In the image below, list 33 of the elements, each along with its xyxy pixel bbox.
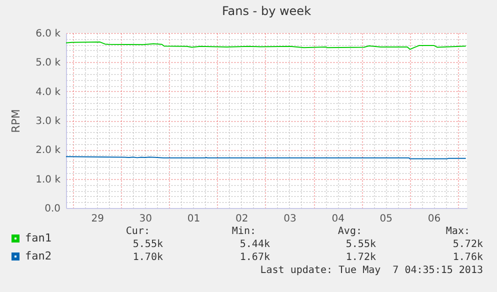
x-tick-label: 30: [139, 214, 152, 224]
text: Avg:: [338, 226, 362, 238]
text: Max:: [446, 226, 470, 238]
text: 5.55k: [132, 239, 163, 251]
line-series: [66, 42, 466, 50]
legend-label: fan1: [25, 232, 52, 244]
y-axis-title: RPM: [10, 109, 23, 133]
text: Last update: Tue May 7 04:35:15 2013: [260, 265, 483, 277]
y-tick-label: 4.0 k: [36, 86, 61, 98]
text: 5.44k: [240, 239, 270, 251]
legend-label: fan2: [25, 250, 52, 262]
text: 1.67k: [240, 252, 270, 264]
text: 5.55k: [346, 239, 376, 251]
y-tick-label: 3.0 k: [36, 116, 61, 127]
x-tick-label: 06: [428, 214, 441, 224]
y-tick-label: 6.0 k: [36, 28, 61, 40]
y-tick-label: 0.0: [44, 204, 60, 214]
y-tick-label: 5.0 k: [36, 58, 61, 69]
text: Min:: [232, 226, 256, 238]
y-tick-label: 1.0 k: [36, 174, 61, 186]
text: 1.72k: [346, 252, 376, 264]
text: 5.72k: [452, 239, 483, 251]
text: 1.70k: [132, 252, 163, 264]
chart-title: Fans - by week: [222, 4, 312, 18]
x-tick-label: 05: [380, 214, 393, 224]
y-tick-label: 2.0 k: [36, 145, 61, 156]
x-tick-label: 29: [91, 214, 104, 224]
x-tick-label: 03: [284, 214, 296, 224]
text: Cur:: [126, 226, 150, 238]
text: 1.76k: [452, 252, 483, 264]
x-tick-label: 04: [332, 214, 344, 224]
x-tick-label: 01: [187, 214, 200, 224]
x-tick-label: 02: [235, 214, 248, 224]
